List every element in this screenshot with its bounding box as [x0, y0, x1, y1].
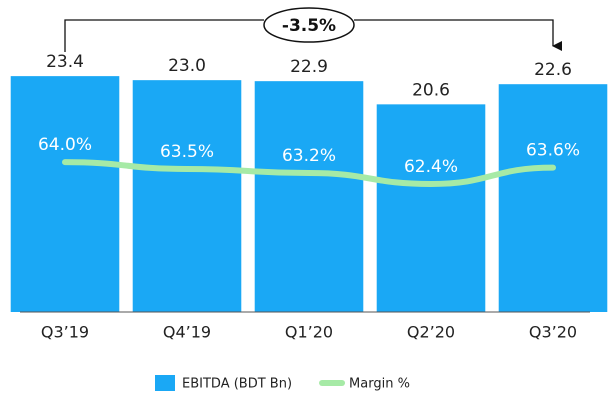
- line-value-label: 63.5%: [160, 142, 214, 162]
- bar: [10, 76, 120, 313]
- bracket: [64, 19, 553, 52]
- line-value-label: 63.6%: [526, 141, 580, 161]
- annotation: -3.5%: [64, 7, 553, 52]
- bar: [254, 81, 364, 312]
- bar-value-label: 23.0: [168, 56, 206, 76]
- line-value-label: 63.2%: [282, 146, 336, 166]
- x-tick-label: Q3’20: [529, 323, 577, 342]
- legend-swatch: [155, 375, 175, 391]
- bar-value-label: 22.9: [290, 57, 328, 77]
- bar-value-label: 22.6: [534, 60, 572, 80]
- x-tick-label: Q2’20: [407, 323, 455, 342]
- line-value-label: 64.0%: [38, 135, 92, 155]
- annotation-text: -3.5%: [282, 16, 336, 36]
- bar: [376, 104, 486, 313]
- bar-value-label: 20.6: [412, 80, 450, 100]
- x-tick-label: Q4’19: [163, 323, 211, 342]
- annotation-bubble: [263, 7, 355, 43]
- bar: [132, 80, 242, 312]
- x-tick-label: Q3’19: [41, 323, 89, 342]
- bar: [498, 84, 608, 312]
- margin-line: [62, 159, 556, 187]
- legend-label: EBITDA (BDT Bn): [182, 377, 292, 392]
- line-value-label: 62.4%: [404, 157, 458, 177]
- x-tick-label: Q1’20: [285, 323, 333, 342]
- bar-value-label: 23.4: [46, 52, 84, 72]
- legend-label: Margin %: [349, 377, 410, 392]
